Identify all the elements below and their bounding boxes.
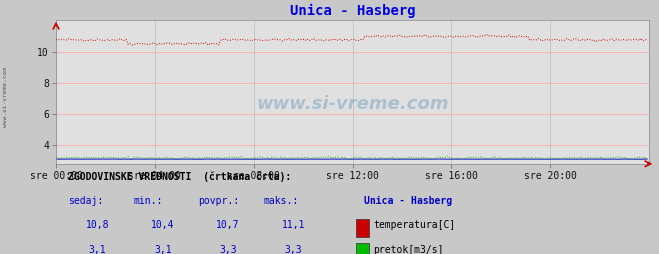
Text: temperatura[C]: temperatura[C] (373, 220, 455, 230)
Bar (356, 219, 368, 237)
Text: www.si-vreme.com: www.si-vreme.com (3, 67, 8, 126)
Text: 11,1: 11,1 (281, 220, 305, 230)
Text: sedaj:: sedaj: (68, 196, 103, 206)
Text: 3,1: 3,1 (89, 245, 106, 254)
Text: 10,4: 10,4 (151, 220, 175, 230)
Text: maks.:: maks.: (264, 196, 299, 206)
Text: povpr.:: povpr.: (198, 196, 239, 206)
Text: Unica - Hasberg: Unica - Hasberg (364, 196, 453, 206)
Title: Unica - Hasberg: Unica - Hasberg (290, 4, 415, 18)
Text: 3,3: 3,3 (285, 245, 302, 254)
Bar (356, 243, 368, 254)
Text: pretok[m3/s]: pretok[m3/s] (373, 245, 444, 254)
Text: min.:: min.: (133, 196, 163, 206)
Text: 10,8: 10,8 (86, 220, 109, 230)
Text: 3,1: 3,1 (154, 245, 171, 254)
Text: 3,3: 3,3 (219, 245, 237, 254)
Text: ZGODOVINSKE VREDNOSTI  (črtkana črta):: ZGODOVINSKE VREDNOSTI (črtkana črta): (68, 172, 291, 182)
Text: 10,7: 10,7 (216, 220, 240, 230)
Text: www.si-vreme.com: www.si-vreme.com (256, 94, 449, 113)
